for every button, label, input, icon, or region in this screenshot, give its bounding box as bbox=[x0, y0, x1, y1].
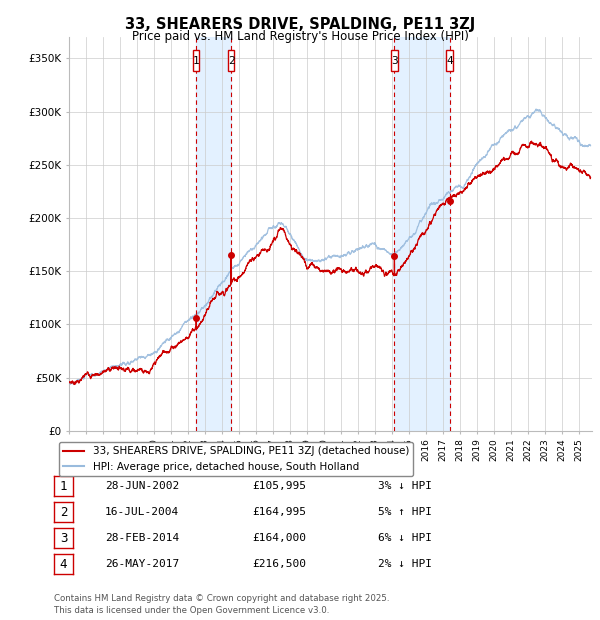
Text: 28-FEB-2014: 28-FEB-2014 bbox=[105, 533, 179, 543]
Bar bbox=[196, 37, 231, 431]
Text: £164,000: £164,000 bbox=[252, 533, 306, 543]
Text: 16-JUL-2004: 16-JUL-2004 bbox=[105, 507, 179, 517]
Text: 1: 1 bbox=[193, 56, 200, 66]
FancyBboxPatch shape bbox=[391, 50, 398, 71]
Text: 2% ↓ HPI: 2% ↓ HPI bbox=[378, 559, 432, 569]
Text: 4: 4 bbox=[446, 56, 453, 66]
Text: Contains HM Land Registry data © Crown copyright and database right 2025.
This d: Contains HM Land Registry data © Crown c… bbox=[54, 594, 389, 615]
FancyBboxPatch shape bbox=[228, 50, 234, 71]
Text: Price paid vs. HM Land Registry's House Price Index (HPI): Price paid vs. HM Land Registry's House … bbox=[131, 30, 469, 43]
Text: 2: 2 bbox=[60, 506, 67, 518]
Text: £105,995: £105,995 bbox=[252, 481, 306, 491]
Text: 33, SHEARERS DRIVE, SPALDING, PE11 3ZJ: 33, SHEARERS DRIVE, SPALDING, PE11 3ZJ bbox=[125, 17, 475, 32]
Text: 1: 1 bbox=[60, 480, 67, 492]
Text: 4: 4 bbox=[60, 558, 67, 570]
Text: 3: 3 bbox=[60, 532, 67, 544]
FancyBboxPatch shape bbox=[193, 50, 199, 71]
Text: 26-MAY-2017: 26-MAY-2017 bbox=[105, 559, 179, 569]
Text: 6% ↓ HPI: 6% ↓ HPI bbox=[378, 533, 432, 543]
Text: £216,500: £216,500 bbox=[252, 559, 306, 569]
Text: 5% ↑ HPI: 5% ↑ HPI bbox=[378, 507, 432, 517]
Text: 3% ↓ HPI: 3% ↓ HPI bbox=[378, 481, 432, 491]
Text: 3: 3 bbox=[391, 56, 398, 66]
FancyBboxPatch shape bbox=[446, 50, 453, 71]
Bar bbox=[394, 37, 449, 431]
Text: 2: 2 bbox=[227, 56, 235, 66]
Legend: 33, SHEARERS DRIVE, SPALDING, PE11 3ZJ (detached house), HPI: Average price, det: 33, SHEARERS DRIVE, SPALDING, PE11 3ZJ (… bbox=[59, 442, 413, 476]
Text: £164,995: £164,995 bbox=[252, 507, 306, 517]
Text: 28-JUN-2002: 28-JUN-2002 bbox=[105, 481, 179, 491]
